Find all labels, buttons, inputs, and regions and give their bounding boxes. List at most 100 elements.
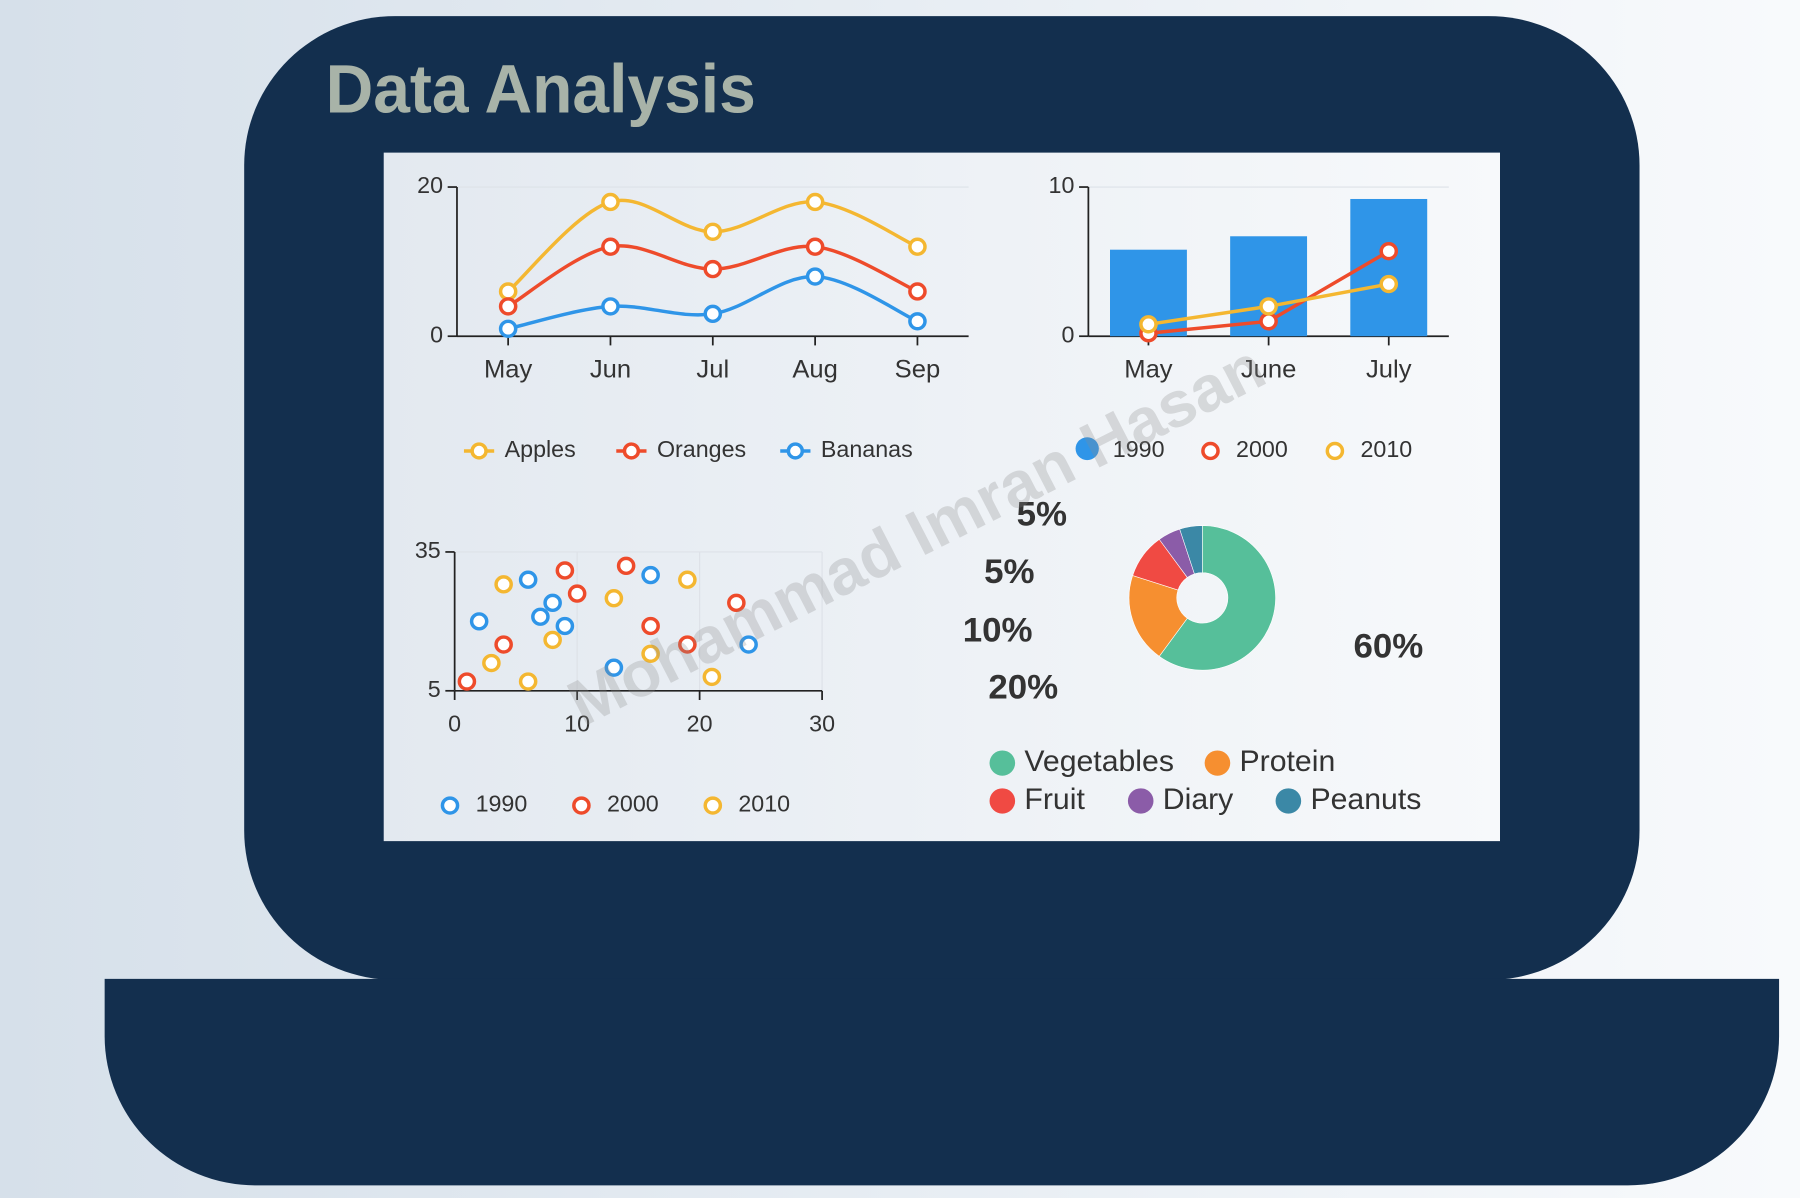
legend-label: Peanuts — [1310, 783, 1421, 816]
point — [1379, 242, 1399, 261]
point — [494, 635, 513, 654]
legend-marker — [440, 796, 460, 815]
y-tick-label: 0 — [1061, 321, 1074, 347]
x-tick-label: 0 — [448, 710, 461, 736]
point — [703, 304, 723, 324]
point — [531, 607, 550, 626]
legend-marker — [703, 796, 723, 815]
pie-slice — [1179, 525, 1203, 575]
point — [555, 561, 575, 580]
legend-label: Apples — [505, 436, 576, 462]
y-tick-label: 10 — [1049, 172, 1075, 198]
legend-label: 2010 — [738, 791, 790, 817]
point — [908, 237, 927, 256]
point — [805, 237, 825, 256]
y-tick-label: 20 — [417, 172, 443, 198]
legend-label: 2010 — [1360, 436, 1412, 462]
point — [498, 282, 518, 301]
point — [567, 584, 587, 603]
legend-label: Protein — [1240, 745, 1336, 778]
point — [518, 672, 538, 691]
point — [1139, 315, 1158, 334]
point — [498, 297, 518, 316]
legend-marker — [470, 442, 488, 460]
point — [641, 565, 660, 585]
title: Data Analysis — [326, 50, 756, 127]
legend-marker — [1204, 750, 1231, 776]
x-tick-label: Jul — [696, 355, 729, 383]
x-tick-label: May — [1124, 355, 1173, 383]
point — [678, 570, 697, 589]
point — [702, 667, 722, 687]
point — [641, 616, 660, 636]
point — [908, 282, 927, 301]
pie-slice — [1158, 525, 1276, 671]
legend-marker — [1325, 441, 1345, 461]
legend-label: Diary — [1163, 783, 1234, 816]
pie-slice — [1128, 575, 1188, 657]
legend-marker — [989, 788, 1016, 814]
x-tick-label: Sep — [895, 355, 941, 383]
legend-label: 1990 — [476, 791, 528, 817]
legend-marker — [572, 796, 591, 815]
value-label: 60% — [1353, 628, 1423, 666]
legend-label: Bananas — [821, 436, 913, 462]
point — [601, 237, 620, 256]
legend-label: 2000 — [1236, 436, 1288, 462]
value-label: 5% — [1017, 496, 1067, 534]
legend-marker — [1201, 441, 1220, 461]
point — [543, 593, 562, 613]
point — [494, 575, 513, 594]
value-label: 10% — [963, 612, 1033, 650]
point — [616, 556, 636, 576]
plots: 0 20 May Jun Jul Aug Sep Apples Oranges Bananas 0 1… — [415, 172, 1449, 817]
legend-label: Vegetables — [1024, 745, 1174, 778]
point — [703, 259, 723, 279]
x-tick-label: 30 — [809, 710, 835, 736]
point — [601, 192, 620, 212]
point — [469, 612, 489, 631]
point — [457, 672, 477, 691]
point — [543, 630, 562, 650]
x-tick-label: 10 — [564, 710, 590, 736]
legend-label: Fruit — [1024, 783, 1085, 816]
legend-marker — [786, 442, 805, 460]
legend-marker — [1075, 437, 1099, 461]
point — [739, 635, 758, 654]
point — [1379, 274, 1399, 294]
x-tick-label: Aug — [792, 355, 838, 383]
point — [604, 589, 624, 608]
x-tick-label: June — [1241, 355, 1296, 383]
point — [518, 570, 538, 589]
legend-label: 1990 — [1113, 436, 1165, 462]
x-tick-label: Jun — [590, 355, 631, 383]
y-tick-label: 5 — [428, 676, 441, 702]
value-label: 20% — [988, 669, 1058, 707]
screen — [383, 152, 1500, 842]
point — [555, 616, 575, 636]
point — [601, 297, 620, 316]
x-tick-label: July — [1366, 355, 1412, 383]
point — [1259, 297, 1278, 316]
point — [641, 644, 660, 663]
point — [678, 635, 697, 654]
legend-label: 2000 — [607, 791, 659, 817]
laptop-base — [104, 978, 1780, 1186]
legend-marker — [1275, 788, 1302, 814]
point — [727, 593, 746, 613]
point — [1259, 312, 1278, 331]
point — [908, 312, 927, 331]
point — [703, 222, 723, 241]
point — [805, 267, 825, 286]
x-tick-label: May — [484, 355, 533, 383]
legend-label: Oranges — [657, 436, 746, 462]
x-tick-label: 20 — [687, 710, 713, 736]
point — [805, 192, 825, 212]
value-label: 5% — [984, 553, 1034, 591]
y-tick-label: 0 — [430, 321, 443, 347]
point — [482, 653, 501, 673]
point — [498, 319, 518, 338]
y-tick-label: 35 — [415, 537, 441, 563]
